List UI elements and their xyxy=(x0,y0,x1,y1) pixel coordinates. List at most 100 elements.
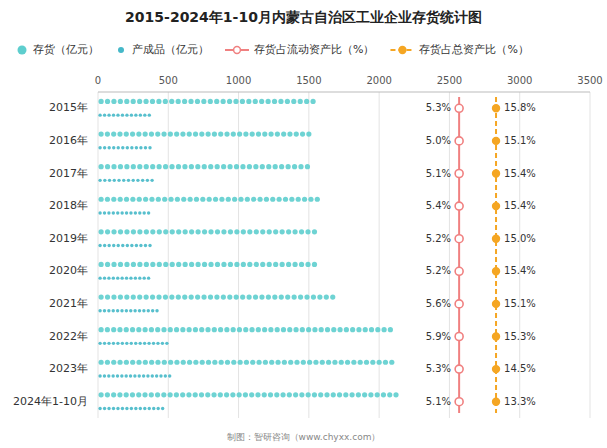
footer: 制图：智研咨询（www.chyxx.com） xyxy=(227,432,381,442)
dot xyxy=(272,99,277,104)
dot xyxy=(99,164,104,169)
dot xyxy=(134,276,137,279)
y-tick-label: 2020年 xyxy=(49,264,88,277)
dot xyxy=(159,374,162,377)
dot xyxy=(221,294,226,299)
dot xyxy=(168,374,171,377)
dot xyxy=(112,407,115,410)
dot xyxy=(98,309,101,312)
dot xyxy=(137,164,142,169)
dot xyxy=(149,360,154,365)
grid-line xyxy=(379,92,380,418)
dot xyxy=(98,407,101,410)
dot xyxy=(270,197,275,202)
dot xyxy=(143,131,148,136)
dot xyxy=(315,197,320,202)
dot xyxy=(118,164,123,169)
dot xyxy=(126,244,129,247)
dot xyxy=(180,392,185,397)
dot xyxy=(221,164,226,169)
dot xyxy=(310,99,315,104)
x-tick-label: 2500 xyxy=(437,75,462,86)
pct-marker xyxy=(455,267,463,275)
dot xyxy=(176,99,181,104)
dot xyxy=(193,392,198,397)
dot xyxy=(215,164,220,169)
data-label: 15.4% xyxy=(504,265,536,276)
dot xyxy=(286,164,291,169)
dot xyxy=(383,360,388,365)
y-tick-label: 2015年 xyxy=(49,101,88,114)
dot xyxy=(125,276,128,279)
dot xyxy=(313,360,318,365)
dot xyxy=(292,164,297,169)
dot xyxy=(129,276,132,279)
pct-marker xyxy=(493,301,500,308)
dot xyxy=(224,327,229,332)
dot xyxy=(225,360,230,365)
dot xyxy=(212,360,217,365)
dot xyxy=(325,327,330,332)
dot xyxy=(174,131,179,136)
dot xyxy=(156,197,161,202)
x-tick-label: 1000 xyxy=(226,75,251,86)
dot xyxy=(134,407,137,410)
dot xyxy=(168,197,173,202)
dot xyxy=(189,294,194,299)
dot xyxy=(215,262,220,267)
dot xyxy=(121,113,124,116)
plot-area xyxy=(98,97,499,413)
dot xyxy=(147,211,150,214)
dot xyxy=(243,131,248,136)
dot xyxy=(273,262,278,267)
dot xyxy=(183,262,188,267)
dot xyxy=(219,360,224,365)
dot xyxy=(111,327,116,332)
dot xyxy=(207,197,212,202)
dot xyxy=(103,309,106,312)
dot xyxy=(193,131,198,136)
dot xyxy=(143,99,148,104)
dot xyxy=(332,360,337,365)
dot xyxy=(107,276,110,279)
dot xyxy=(136,179,139,182)
dot xyxy=(163,262,168,267)
dot xyxy=(165,342,168,345)
pct-marker xyxy=(493,366,500,373)
pct-marker xyxy=(493,235,500,242)
grid-line xyxy=(238,92,239,418)
dot xyxy=(262,327,267,332)
grid xyxy=(98,92,590,418)
dot xyxy=(195,294,200,299)
dot xyxy=(99,262,104,267)
dot xyxy=(107,146,110,149)
dot xyxy=(107,113,110,116)
dot xyxy=(212,327,217,332)
y-tick-label: 2023年 xyxy=(49,362,88,375)
dot xyxy=(358,360,363,365)
dot xyxy=(155,309,158,312)
dot xyxy=(111,262,116,267)
dot xyxy=(180,327,185,332)
dot xyxy=(195,229,200,234)
dot xyxy=(99,99,104,104)
dot xyxy=(253,99,258,104)
dot xyxy=(253,164,258,169)
dot xyxy=(107,342,110,345)
dot xyxy=(238,197,243,202)
dot xyxy=(237,131,242,136)
dot xyxy=(250,131,255,136)
x-tick-label: 2000 xyxy=(366,75,391,86)
dot xyxy=(278,99,283,104)
dot xyxy=(168,360,173,365)
dot xyxy=(249,327,254,332)
grid-line xyxy=(308,92,309,418)
dot xyxy=(288,360,293,365)
dot xyxy=(324,392,329,397)
dot xyxy=(174,327,179,332)
dot xyxy=(111,99,116,104)
x-axis-line xyxy=(98,92,590,93)
dot xyxy=(260,164,265,169)
labels: 5.3%5.0%5.1%5.4%5.2%5.2%5.6%5.9%5.3%5.1%… xyxy=(426,102,536,406)
dot-bar xyxy=(98,309,158,312)
